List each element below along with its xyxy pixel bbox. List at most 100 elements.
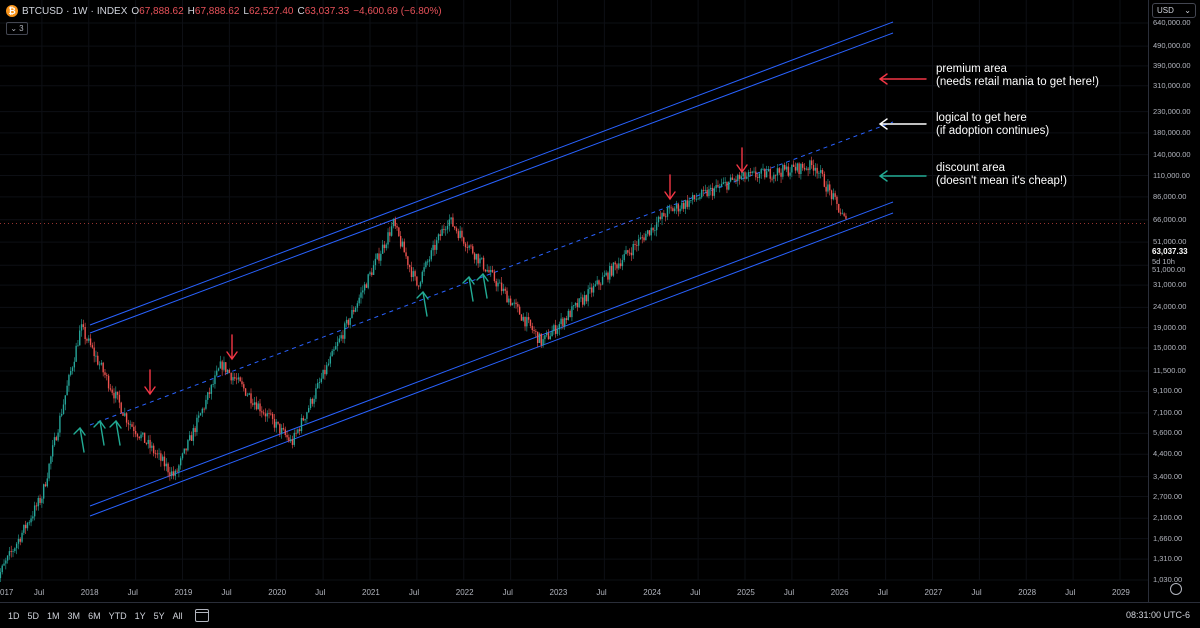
candle-body <box>764 168 766 178</box>
interval[interactable]: 1W <box>72 5 88 17</box>
range-all[interactable]: All <box>172 610 183 621</box>
price-tick: 2,100.00 <box>1153 513 1183 523</box>
range-1m[interactable]: 1M <box>47 610 60 621</box>
channel-upper-top[interactable] <box>89 21 894 326</box>
range-5y[interactable]: 5Y <box>153 610 165 621</box>
indicators-toggle[interactable]: ⌄ 3 <box>6 22 28 35</box>
calendar-icon[interactable] <box>194 609 209 622</box>
currency-select[interactable]: USD ⌄ <box>1152 3 1196 18</box>
candle-body <box>414 271 416 277</box>
candle-body <box>737 174 739 181</box>
range-3m[interactable]: 3M <box>67 610 81 621</box>
candle-body <box>133 426 135 431</box>
channel-lower-top[interactable] <box>89 201 894 507</box>
candle-body <box>340 335 342 339</box>
candle-body <box>765 171 768 178</box>
candle-body <box>288 437 290 442</box>
candle-body <box>832 193 835 200</box>
range-1d[interactable]: 1D <box>8 610 20 621</box>
green-up-arrow[interactable] <box>462 275 475 302</box>
candle-body <box>504 288 506 291</box>
candle-body <box>767 169 770 172</box>
candle-body <box>688 200 690 207</box>
candle-body <box>657 216 660 223</box>
candle-body <box>302 417 304 421</box>
candle-body <box>156 453 158 455</box>
green-up-arrow[interactable] <box>73 426 86 453</box>
price-tick: 31,000.00 <box>1153 280 1187 290</box>
annotation-left-arrow[interactable] <box>878 73 927 85</box>
annotation-left-arrow[interactable] <box>878 118 927 130</box>
candle-body <box>390 226 393 236</box>
candle-body <box>436 240 438 250</box>
symbol-name[interactable]: BTCUSD <box>22 5 64 17</box>
candle-body <box>192 428 195 441</box>
red-down-arrow[interactable] <box>736 147 748 174</box>
candle-body <box>720 183 723 186</box>
candle-body <box>686 200 689 207</box>
price-chart[interactable] <box>0 0 1148 602</box>
time-tick: 2018 <box>80 588 99 597</box>
price-axis[interactable]: 640,000.00 490,000.00 390,000.00 310,000.00… <box>1148 0 1200 602</box>
annotation-left-arrow[interactable] <box>878 170 927 182</box>
range-1y[interactable]: 1Y <box>134 610 146 621</box>
price-tick: 140,000.00 <box>1153 149 1191 159</box>
candle-body <box>820 170 822 173</box>
time-tick: Jul <box>33 588 45 597</box>
time-tick: Jul <box>1065 588 1076 597</box>
candle-body <box>100 362 103 365</box>
green-up-arrow[interactable] <box>93 419 106 446</box>
channel-lower-bottom[interactable] <box>89 212 894 517</box>
candle-body <box>479 258 481 264</box>
candle-body <box>554 325 557 334</box>
close-label: C <box>297 5 305 17</box>
chart-area[interactable] <box>0 0 1148 602</box>
candle-body <box>591 287 593 293</box>
candle-body <box>28 522 30 524</box>
annotation-premium-title: premium area <box>936 63 1007 75</box>
clock-time[interactable]: 08:31:00 UTC-6 <box>1125 610 1190 620</box>
candle-body <box>430 250 432 260</box>
chevron-down-icon: ⌄ <box>10 24 18 33</box>
channel-midline[interactable] <box>89 121 894 426</box>
candle-body <box>97 355 99 365</box>
annotation-premium: premium area (needs retail mania to get … <box>936 63 1099 89</box>
range-ytd[interactable]: YTD <box>108 610 127 621</box>
candle-body <box>839 212 842 214</box>
red-down-arrow[interactable] <box>664 174 676 201</box>
candle-body <box>796 163 798 171</box>
time-tick: 2023 <box>549 588 568 597</box>
candle-body <box>708 189 710 197</box>
candle-body <box>677 204 679 212</box>
candle-body <box>742 172 744 177</box>
candle-body <box>509 298 512 306</box>
candle-body <box>717 185 719 187</box>
candle-body <box>744 172 746 179</box>
candle-body <box>482 257 485 270</box>
candle-body <box>780 172 782 177</box>
range-5d[interactable]: 5D <box>27 610 40 621</box>
green-up-arrow[interactable] <box>109 419 122 446</box>
candle-body <box>809 160 811 171</box>
candle-body <box>439 234 442 236</box>
candle-body <box>120 402 122 414</box>
green-up-arrow[interactable] <box>416 290 429 317</box>
candle-body <box>295 432 297 434</box>
candle-body <box>30 518 32 523</box>
candle-body <box>675 204 678 209</box>
candle-body <box>257 403 259 410</box>
time-tick: 2027 <box>924 588 943 597</box>
candle-body <box>158 453 160 455</box>
green-up-arrow[interactable] <box>476 272 489 299</box>
channel-upper-bottom[interactable] <box>89 32 894 334</box>
candle-body <box>8 551 11 556</box>
red-down-arrow[interactable] <box>226 334 238 361</box>
candle-body <box>542 339 544 346</box>
candle-body <box>526 317 528 327</box>
candle-body <box>145 442 148 444</box>
gear-icon[interactable] <box>1170 583 1182 595</box>
candle-body <box>571 306 573 318</box>
range-6m[interactable]: 6M <box>88 610 101 621</box>
candle-body <box>760 169 762 174</box>
red-down-arrow[interactable] <box>144 369 156 396</box>
